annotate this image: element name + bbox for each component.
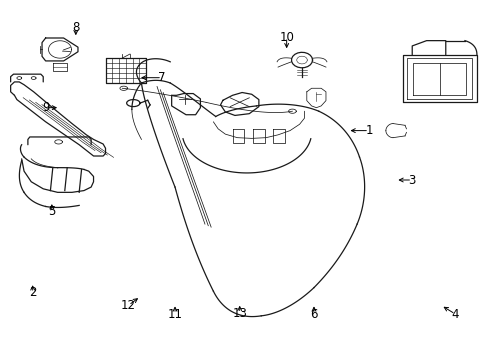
Text: 1: 1 [365,124,372,137]
Text: 7: 7 [158,71,165,84]
Text: 13: 13 [232,307,246,320]
Text: 2: 2 [29,287,37,300]
Text: 12: 12 [121,299,136,312]
Text: 6: 6 [309,307,317,320]
Text: 5: 5 [48,205,56,218]
Text: 9: 9 [42,101,49,114]
Text: 8: 8 [72,21,80,34]
Text: 3: 3 [407,174,415,186]
Text: 11: 11 [167,307,182,320]
Text: 10: 10 [279,31,293,44]
Text: 4: 4 [451,307,458,320]
